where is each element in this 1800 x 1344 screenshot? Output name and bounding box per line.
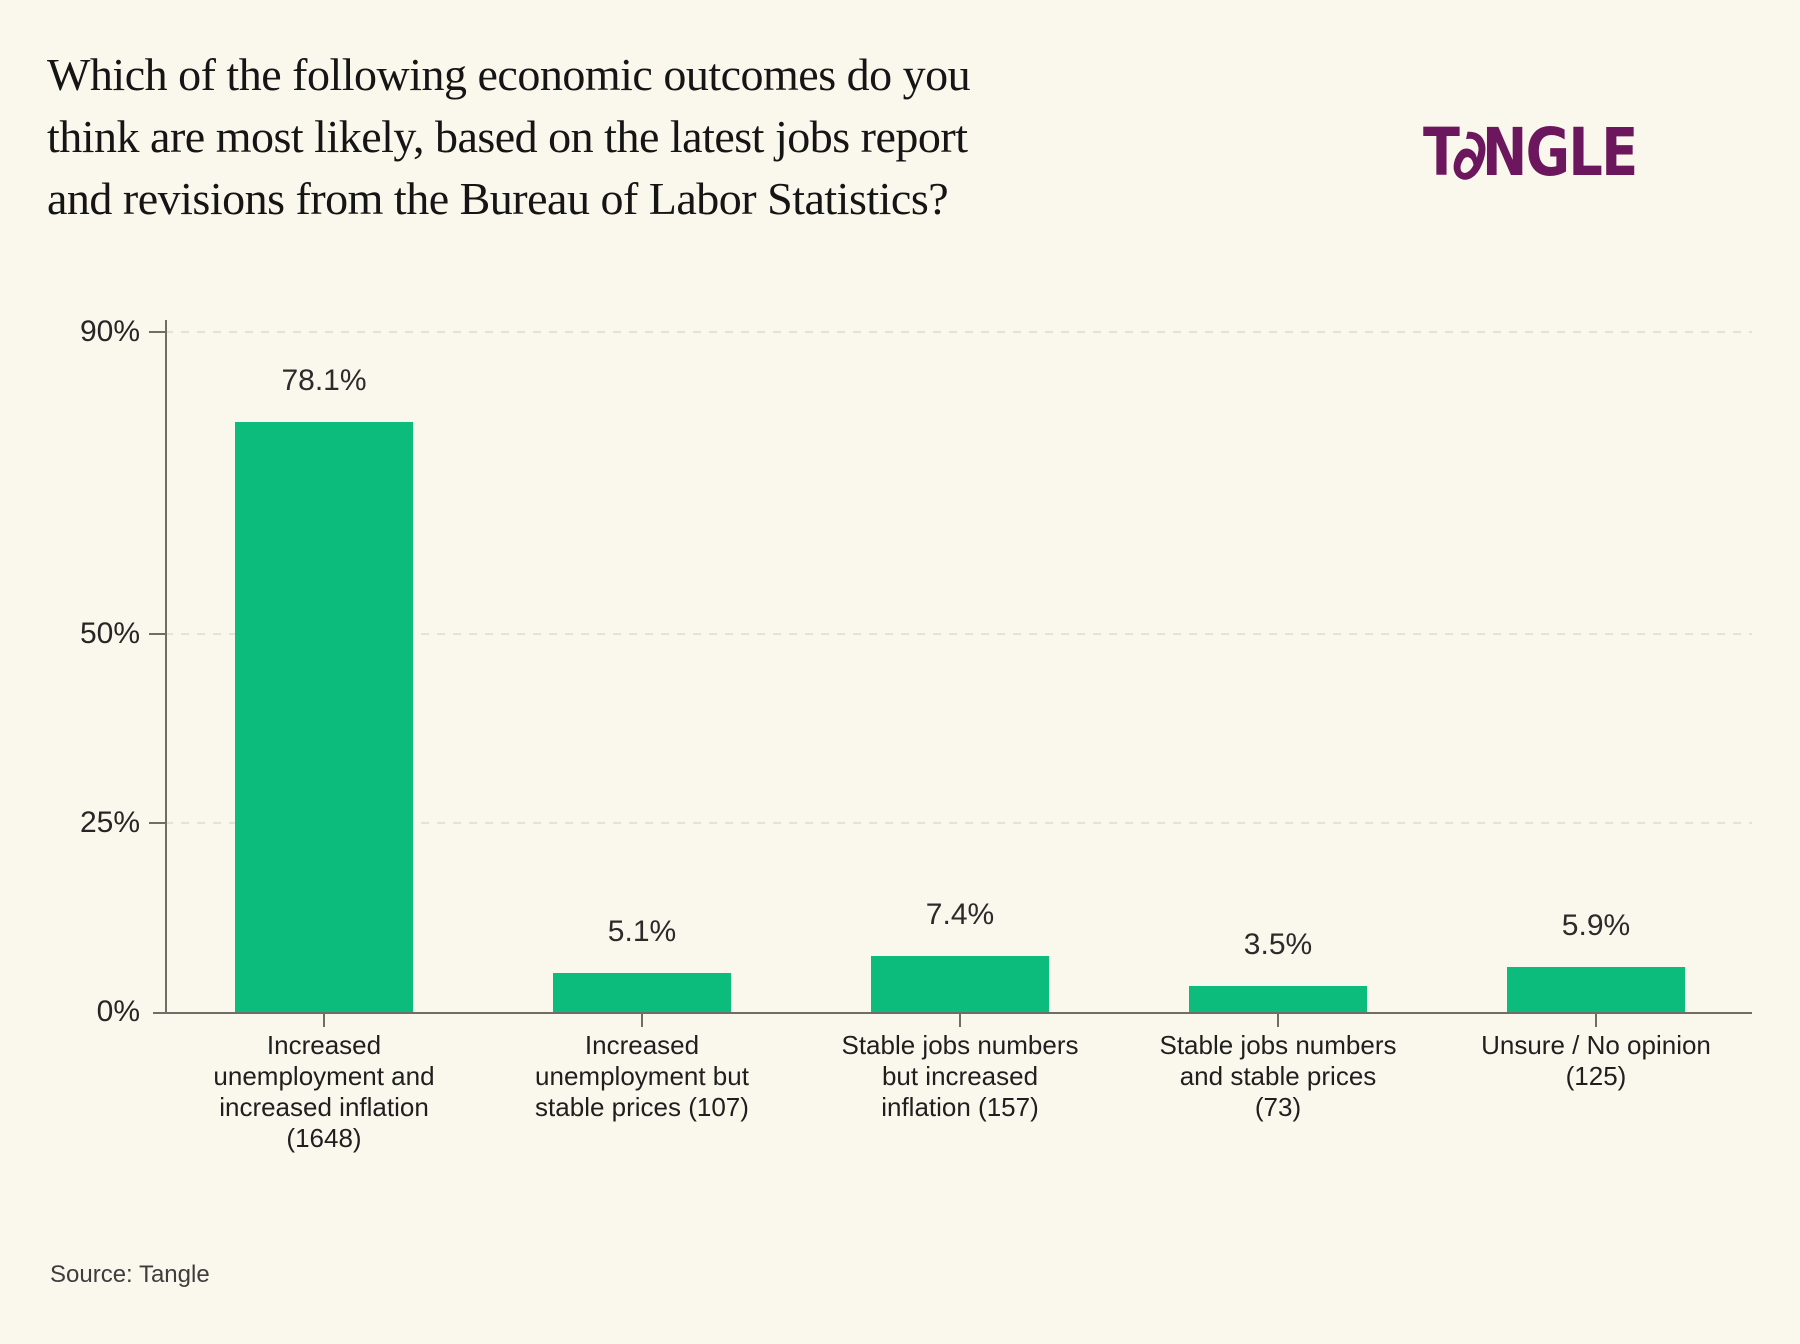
y-tick-label-90: 90% — [79, 315, 140, 348]
bar-value-label-5: 5.9% — [1561, 909, 1631, 943]
x-axis — [153, 1012, 1752, 1014]
x-tick-3 — [959, 1014, 961, 1027]
category-label-5: Unsure / No opinion (125) — [1481, 1030, 1711, 1091]
bar-value-label-2: 5.1% — [607, 915, 677, 949]
chart-title-line-1: Which of the following economic outcomes… — [47, 49, 971, 100]
x-tick-4 — [1277, 1014, 1279, 1027]
bar-value-label-4: 3.5% — [1243, 927, 1313, 961]
chart-title-line-3: and revisions from the Bureau of Labor S… — [47, 173, 949, 224]
x-tick-1 — [323, 1014, 325, 1027]
y-gridline-50 — [165, 633, 1752, 636]
bar-1 — [235, 421, 413, 1012]
y-tick-label-25: 25% — [79, 806, 140, 840]
category-label-2: Increased unemployment but stable prices (… — [535, 1030, 749, 1122]
y-tick-label-0: 0% — [96, 995, 140, 1028]
y-tick-25 — [149, 822, 165, 825]
category-label-4: Stable jobs numbers and stable prices (73) — [1159, 1030, 1397, 1122]
chart-title: Which of the following economic outcomes… — [47, 44, 1227, 230]
chart-title-line-2: think are most likely, based on the late… — [47, 111, 968, 162]
y-tick-90 — [149, 331, 165, 333]
y-tick-50 — [149, 633, 165, 636]
tangle-logo: T∂NGLE — [1423, 111, 1638, 201]
category-label-1: Increased unemployment and increased infla… — [213, 1030, 435, 1153]
x-tick-2 — [641, 1014, 643, 1027]
bar-2 — [553, 973, 731, 1012]
y-tick-label-50: 50% — [79, 617, 140, 651]
tangle-logo-suffix: NGLE — [1481, 114, 1638, 191]
y-axis — [165, 320, 167, 1014]
bar-3 — [871, 956, 1049, 1012]
y-gridline-90 — [165, 331, 1752, 333]
bar-4 — [1189, 985, 1367, 1012]
y-gridline-25 — [165, 822, 1752, 825]
category-label-3: Stable jobs numbers but increased inflatio… — [841, 1030, 1079, 1122]
bar-value-label-3: 7.4% — [925, 898, 995, 932]
source-credit: Source: Tangle — [50, 1261, 210, 1288]
tangle-logo-prefix: T — [1423, 114, 1460, 191]
x-tick-5 — [1595, 1014, 1597, 1027]
bar-value-label-1: 78.1% — [281, 363, 367, 397]
bar-5 — [1507, 967, 1685, 1012]
